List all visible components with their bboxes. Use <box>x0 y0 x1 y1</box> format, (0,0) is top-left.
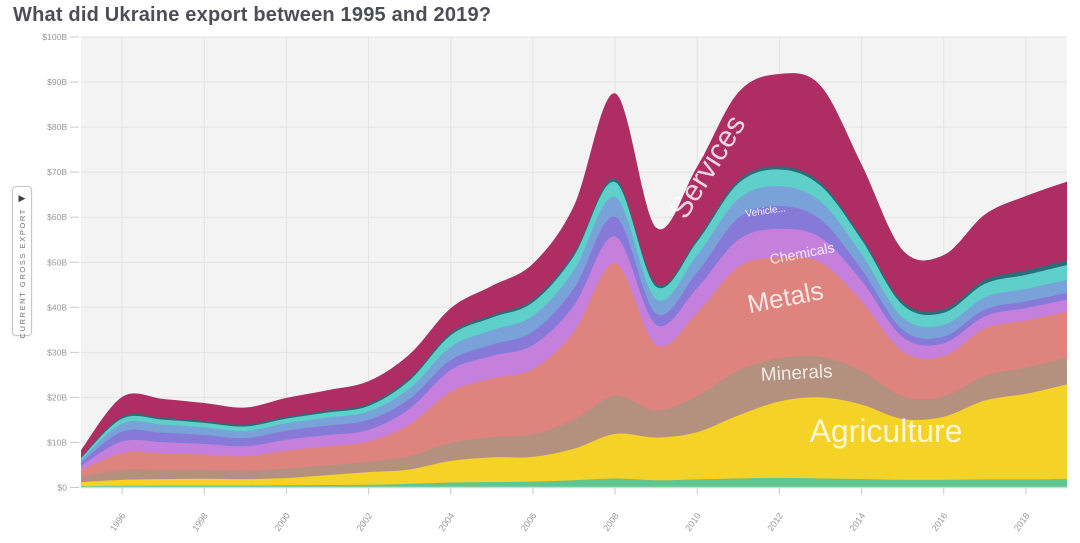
area-layers <box>81 73 1067 488</box>
x-tick-label: 2018 <box>1012 511 1032 533</box>
play-icon: ▶ <box>18 193 26 203</box>
area-green-band[interactable] <box>81 478 1067 488</box>
y-tick-label: $40B <box>47 302 67 312</box>
x-tick-label: 2002 <box>355 511 375 533</box>
timeline-button-label: CURRENT GROSS EXPORT <box>17 208 27 339</box>
y-tick-label: $80B <box>47 122 67 132</box>
x-tick-label: 1996 <box>108 511 128 533</box>
y-tick-label: $20B <box>47 392 67 402</box>
area-agriculture[interactable] <box>81 384 1067 488</box>
y-tick-label: $30B <box>47 347 67 357</box>
y-tick-label: $50B <box>47 257 67 267</box>
x-tick-label: 2010 <box>683 511 703 533</box>
y-tick-label: $60B <box>47 212 67 222</box>
sector-label: Minerals <box>760 361 833 386</box>
sector-label: Agriculture <box>810 413 963 449</box>
y-tick-label: $70B <box>47 167 67 177</box>
x-tick-label: 2000 <box>272 511 292 533</box>
x-tick-label: 2008 <box>601 511 621 533</box>
x-tick-label: 2016 <box>930 511 950 533</box>
x-tick-label: 2012 <box>765 511 785 533</box>
y-tick-label: $100B <box>42 32 67 42</box>
page-title: What did Ukraine export between 1995 and… <box>13 4 492 26</box>
y-tick-label: $90B <box>47 77 67 87</box>
y-tick-label: $10B <box>47 437 67 447</box>
x-tick-label: 2014 <box>848 511 868 533</box>
current-gross-export-button[interactable]: ▶ CURRENT GROSS EXPORT <box>12 186 32 339</box>
x-tick-label: 2006 <box>519 511 539 533</box>
x-tick-label: 1998 <box>190 511 210 533</box>
y-tick-label: $0 <box>58 483 68 493</box>
x-tick-label: 2004 <box>437 511 457 533</box>
